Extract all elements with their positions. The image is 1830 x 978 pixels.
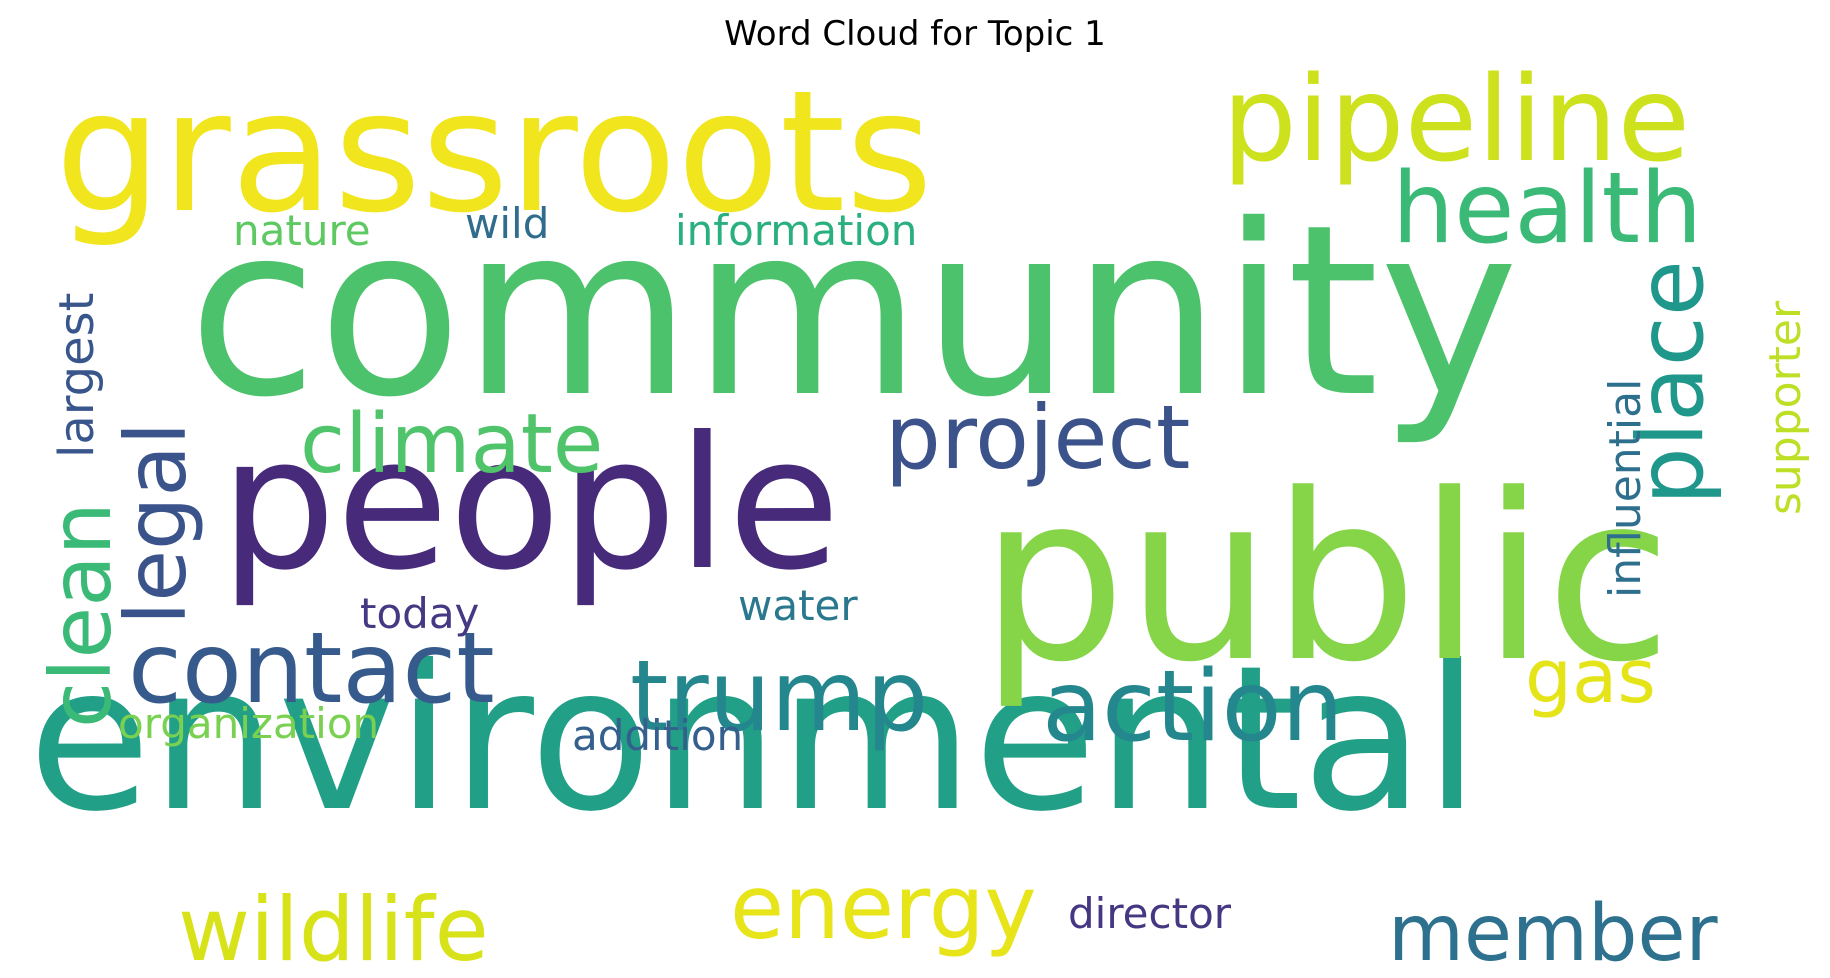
word-organization: organization xyxy=(118,699,379,748)
word-water: water xyxy=(738,581,858,630)
word-energy: energy xyxy=(730,856,1037,959)
word-information: information xyxy=(675,206,917,255)
word-wild: wild xyxy=(465,199,549,248)
word-people: people xyxy=(220,398,840,611)
word-addition: addition xyxy=(572,711,743,760)
word-gas: gas xyxy=(1525,634,1656,720)
word-grassroots: grassroots xyxy=(55,54,933,250)
word-today: today xyxy=(360,589,479,638)
word-project: project xyxy=(885,386,1190,489)
word-influential: influential xyxy=(1600,379,1651,598)
word-wildlife: wildlife xyxy=(178,878,489,978)
word-contact: contact xyxy=(128,612,495,726)
word-climate: climate xyxy=(300,397,603,492)
word-supporter: supporter xyxy=(1760,300,1811,515)
chart-title: Word Cloud for Topic 1 xyxy=(724,14,1106,54)
word-environmental: environmental xyxy=(28,623,1480,856)
word-legal: legal xyxy=(107,422,205,625)
word-clean: clean xyxy=(32,502,130,728)
word-action: action xyxy=(1042,650,1344,764)
word-director: director xyxy=(1068,889,1232,938)
word-health: health xyxy=(1392,152,1702,266)
word-place: place xyxy=(1619,260,1724,505)
word-community: community xyxy=(188,174,1519,449)
word-largest: largest xyxy=(49,293,105,458)
word-trump: trump xyxy=(630,640,929,754)
word-member: member xyxy=(1388,889,1718,978)
word-pipeline: pipeline xyxy=(1222,50,1690,188)
word-public: public xyxy=(980,446,1672,713)
word-nature: nature xyxy=(233,206,371,255)
